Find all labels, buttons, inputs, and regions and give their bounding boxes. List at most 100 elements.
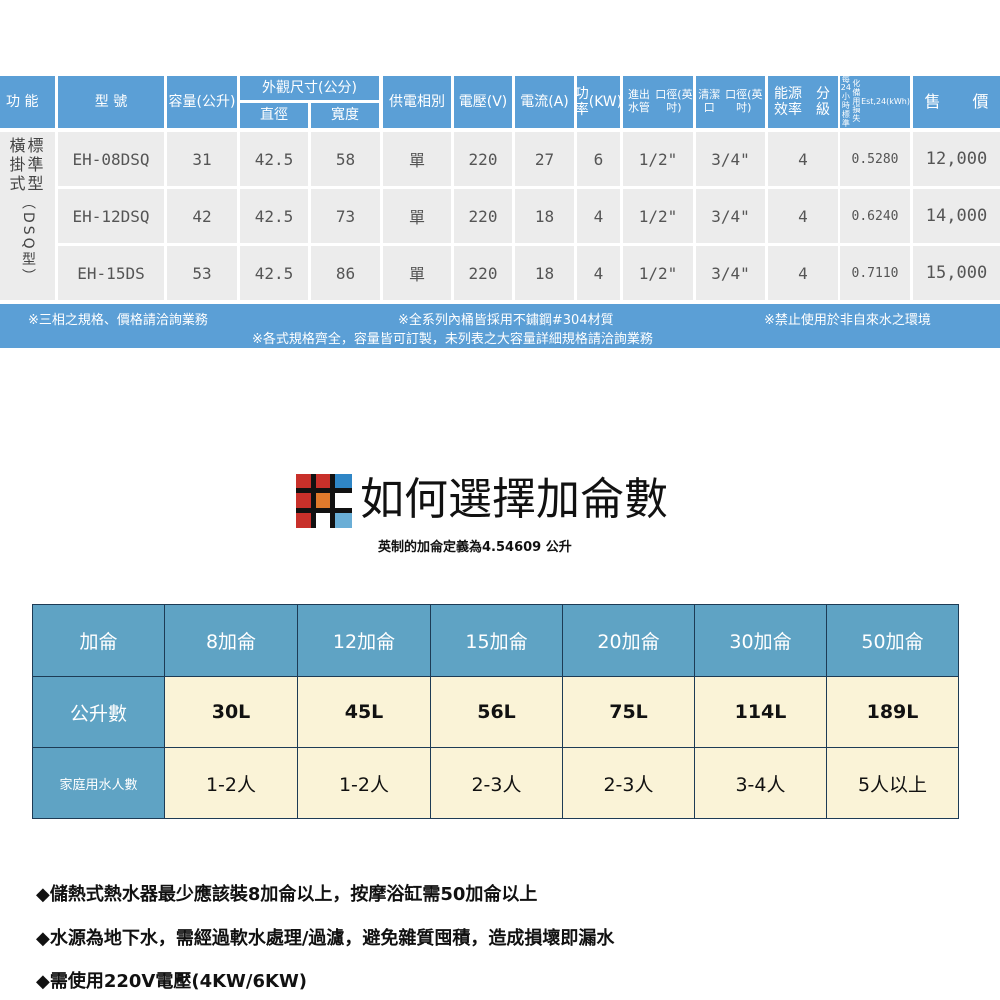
header-line: 口徑(英吋) — [725, 88, 763, 114]
header-line: 每24小時標準 — [840, 74, 851, 128]
function-label-line: 式型 — [9, 174, 46, 193]
people-cell: 2-3人 — [430, 747, 563, 819]
header-dimensions: 外觀尺寸(公分) — [240, 76, 379, 100]
header-line: 功率 — [574, 85, 589, 118]
gallon-column-header: 12加侖 — [297, 604, 431, 677]
spec-cell: 6 — [577, 132, 620, 186]
header-line: 清潔口 — [698, 88, 721, 114]
spec-cell: 220 — [454, 132, 512, 186]
note-material: ※全系列內桶皆採用不鏽鋼#304材質 — [398, 313, 614, 328]
spec-cell: 58 — [311, 132, 380, 186]
spec-cell: 1/2" — [623, 189, 693, 243]
spec-cell: 31 — [167, 132, 237, 186]
spec-cell: 1/2" — [623, 246, 693, 300]
spec-cell: 14,000 — [913, 189, 1000, 243]
row-header: 加侖 — [32, 604, 165, 677]
header-line: (A) — [548, 93, 569, 110]
header-line: 分 級 — [816, 85, 844, 118]
header-function: 功 能 — [0, 76, 55, 128]
spec-cell: 86 — [311, 246, 380, 300]
spec-cell: 4 — [577, 246, 620, 300]
people-cell: 1-2人 — [164, 747, 298, 819]
spec-cell: 42.5 — [240, 189, 308, 243]
spec-cell: 220 — [454, 246, 512, 300]
spec-cell: 0.7110 — [840, 246, 910, 300]
header-standby-loss: 每24小時標準 化備用損失 Est,24(kWh) — [840, 74, 910, 128]
header-line: Est,24(kWh) — [861, 96, 910, 106]
model-cell: EH-15DS — [58, 246, 164, 300]
header-line: 供電 — [389, 93, 417, 110]
header-line: 能源效率 — [774, 85, 802, 118]
spec-notes: ※三相之規格、價格請洽詢業務 ※全系列內桶皆採用不鏽鋼#304材質 ※禁止使用於… — [0, 304, 1000, 348]
liters-cell: 189L — [826, 676, 959, 748]
header-capacity: 容量 (公升) — [167, 76, 237, 128]
function-label-cell: 橫標 掛準 式型 （DSQ型） — [0, 132, 55, 300]
header-line: 電流 — [520, 93, 549, 110]
spec-cell: 220 — [454, 189, 512, 243]
function-label-line: 掛準 — [9, 155, 46, 174]
header-width: 寬度 — [311, 103, 379, 128]
model-cell: EH-08DSQ — [58, 132, 164, 186]
function-label-vertical: （DSQ型） — [20, 195, 36, 286]
header-current: 電流 (A) — [515, 76, 574, 128]
spec-cell: 18 — [515, 189, 574, 243]
spec-cell: 3/4" — [696, 246, 765, 300]
bullet-1: ◆儲熱式熱水器最少應該裝8加侖以上，按摩浴缸需50加侖以上 — [36, 884, 538, 905]
people-cell: 1-2人 — [297, 747, 431, 819]
gallon-title: 如何選擇加侖數 — [360, 474, 668, 525]
header-line: (公升) — [196, 93, 236, 110]
spec-cell: 單 — [383, 246, 451, 300]
gallon-subtitle: 英制的加侖定義為4.54609 公升 — [378, 540, 572, 555]
spec-cell: 4 — [577, 189, 620, 243]
spec-cell: 3/4" — [696, 189, 765, 243]
spec-cell: 42 — [167, 189, 237, 243]
header-line: 容量 — [168, 93, 197, 110]
bullet-3: ◆需使用220V電壓(4KW/6KW) — [36, 971, 308, 992]
gallon-column-header: 8加侖 — [164, 604, 298, 677]
header-line: 電壓 — [458, 93, 487, 110]
note-three-phase: ※三相之規格、價格請洽詢業務 — [28, 313, 208, 328]
gallon-logo — [296, 474, 352, 528]
spec-cell: 12,000 — [913, 132, 1000, 186]
gallon-column-header: 15加侖 — [430, 604, 563, 677]
header-efficiency: 能源效率分 級 — [768, 76, 844, 128]
function-label-line: 橫標 — [9, 136, 46, 155]
note-water: ※禁止使用於非自來水之環境 — [764, 313, 931, 328]
spec-cell: 27 — [515, 132, 574, 186]
spec-cell: 18 — [515, 246, 574, 300]
gallon-column-header: 30加侖 — [694, 604, 827, 677]
spec-cell: 73 — [311, 189, 380, 243]
liters-cell: 45L — [297, 676, 431, 748]
spec-cell: 單 — [383, 189, 451, 243]
spec-cell: 42.5 — [240, 132, 308, 186]
people-cell: 2-3人 — [562, 747, 695, 819]
spec-cell: 0.5280 — [840, 132, 910, 186]
header-line: (KW) — [588, 93, 623, 110]
header-pipe: 進出水管 口徑(英吋) — [623, 76, 693, 128]
people-cell: 3-4人 — [694, 747, 827, 819]
row-header: 公升數 — [32, 676, 165, 748]
note-custom: ※各式規格齊全，容量皆可訂製，未列表之大容量詳細規格請洽詢業務 — [252, 332, 653, 347]
header-phase: 供電 相別 — [383, 76, 451, 128]
spec-cell: 15,000 — [913, 246, 1000, 300]
header-line: 相別 — [417, 93, 445, 110]
header-line: 口徑(英吋) — [655, 88, 693, 114]
spec-cell: 4 — [768, 246, 838, 300]
gallon-column-header: 20加侖 — [562, 604, 695, 677]
header-diameter: 直徑 — [240, 103, 308, 128]
bullet-2: ◆水源為地下水，需經過軟水處理/過濾，避免雜質囤積，造成損壞即漏水 — [36, 928, 615, 949]
liters-cell: 114L — [694, 676, 827, 748]
header-line: 化備用損失 — [852, 79, 861, 124]
header-power: 功率 (KW) — [574, 76, 623, 128]
header-model: 型 號 — [58, 76, 164, 128]
liters-cell: 30L — [164, 676, 298, 748]
header-line: (V) — [486, 93, 508, 110]
header-clean: 清潔口 口徑(英吋) — [696, 76, 765, 128]
spec-cell: 單 — [383, 132, 451, 186]
liters-cell: 75L — [562, 676, 695, 748]
header-price: 售 價 — [913, 76, 1000, 128]
liters-cell: 56L — [430, 676, 563, 748]
spec-cell: 3/4" — [696, 132, 765, 186]
people-cell: 5人以上 — [826, 747, 959, 819]
spec-cell: 4 — [768, 189, 838, 243]
